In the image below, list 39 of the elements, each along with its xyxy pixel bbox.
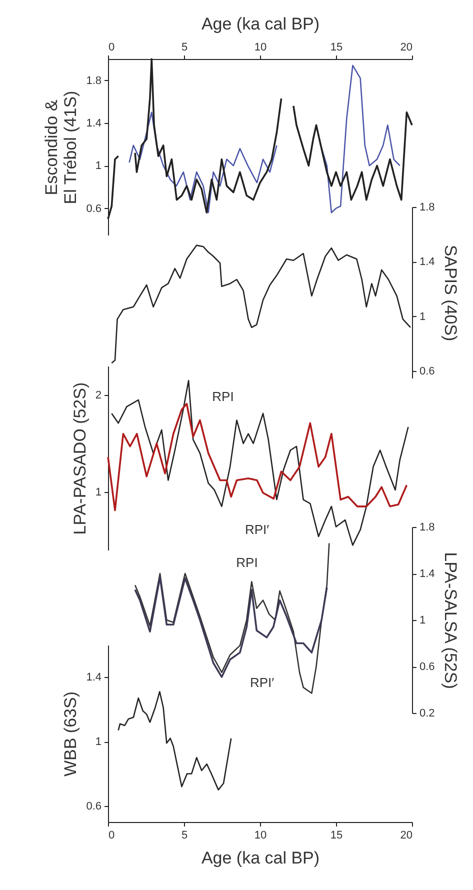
x-tick-label: 0 [108,42,115,54]
y2-axis-title: SAPIS (40S) [440,244,460,342]
y2-tick-label: 1 [420,614,426,626]
annotation: RPI [212,389,234,404]
annotation: RPI′ [244,522,270,537]
annotation: RPI′ [250,675,275,690]
y2-tick-label: 1.8 [420,522,435,534]
y-tick-label: 1.8 [86,74,102,87]
y-tick-label: 1.4 [86,672,102,684]
x-tick-label: 10 [254,830,267,842]
y-tick-label: 0.6 [86,202,102,215]
y-axis-title: WBB (63S) [61,691,80,777]
y2-tick-label: 1 [420,310,426,323]
y-axis-title: LPA-PASADO (52S) [70,382,90,535]
x-tick-label: 15 [330,42,343,54]
y2-tick-label: 1.4 [420,256,435,268]
y2-tick-label: 0.2 [420,708,435,720]
y-tick-label: 1 [95,736,102,748]
y-tick-label: 0.6 [86,800,102,812]
annotation: RPI [236,555,258,570]
x-tick-label: 5 [181,830,188,842]
x-tick-label: 5 [181,42,188,54]
x-axis-title: Age (ka cal BP) [201,14,320,34]
y-tick-label: 1 [95,486,102,498]
x-axis-title: Age (ka cal BP) [201,848,320,868]
x-tick-label: 0 [108,830,115,842]
y2-tick-label: 1.8 [420,202,435,214]
y-axis-title: Escondido & El Trébol (41S) [42,90,80,204]
x-tick-label: 15 [330,830,343,842]
y-tick-label: 2 [95,390,102,402]
x-tick-label: 20 [400,42,412,54]
x-tick-label: 10 [254,42,267,54]
y2-tick-label: 0.6 [420,661,435,673]
x-tick-label: 20 [400,830,412,842]
y2-axis-title: LPA-SALSA (52S) [440,552,460,689]
y-tick-label: 1 [95,160,102,172]
y2-tick-label: 0.6 [420,366,435,378]
y-tick-label: 1.4 [86,118,102,130]
y2-tick-label: 1.4 [420,568,435,580]
